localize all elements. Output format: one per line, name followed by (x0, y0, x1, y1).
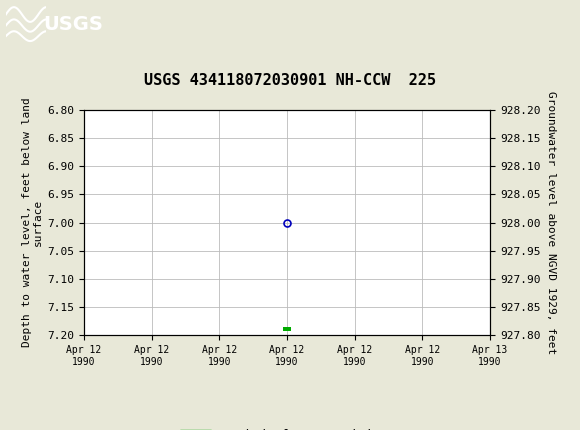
Text: USGS: USGS (44, 15, 103, 34)
Text: USGS 434118072030901 NH-CCW  225: USGS 434118072030901 NH-CCW 225 (144, 73, 436, 88)
Bar (284, 327, 291, 332)
Y-axis label: Groundwater level above NGVD 1929, feet: Groundwater level above NGVD 1929, feet (546, 91, 556, 354)
Y-axis label: Depth to water level, feet below land
surface: Depth to water level, feet below land su… (21, 98, 44, 347)
Legend: Period of approved data: Period of approved data (175, 424, 399, 430)
